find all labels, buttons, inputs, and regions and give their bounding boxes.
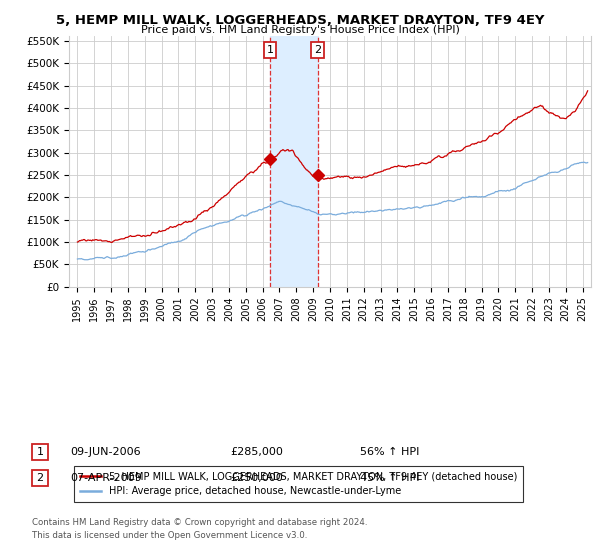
Bar [32, 470, 48, 486]
Text: 56% ↑ HPI: 56% ↑ HPI [360, 447, 419, 457]
Text: 09-JUN-2006: 09-JUN-2006 [70, 447, 140, 457]
Text: 1: 1 [37, 447, 44, 457]
Text: 1: 1 [266, 45, 274, 55]
Bar [32, 444, 48, 460]
Bar [270, 36, 318, 287]
Text: 07-APR-2009: 07-APR-2009 [70, 473, 142, 483]
Text: £250,000: £250,000 [230, 473, 283, 483]
Text: Price paid vs. HM Land Registry's House Price Index (HPI): Price paid vs. HM Land Registry's House … [140, 25, 460, 35]
Legend: 5, HEMP MILL WALK, LOGGERHEADS, MARKET DRAYTON, TF9 4EY (detached house), HPI: A: 5, HEMP MILL WALK, LOGGERHEADS, MARKET D… [74, 466, 523, 502]
Text: 45% ↑ HPI: 45% ↑ HPI [360, 473, 419, 483]
Text: 2: 2 [37, 473, 44, 483]
Text: £285,000: £285,000 [230, 447, 283, 457]
Text: Contains HM Land Registry data © Crown copyright and database right 2024.
This d: Contains HM Land Registry data © Crown c… [32, 518, 367, 539]
Text: 5, HEMP MILL WALK, LOGGERHEADS, MARKET DRAYTON, TF9 4EY: 5, HEMP MILL WALK, LOGGERHEADS, MARKET D… [56, 14, 544, 27]
Text: 2: 2 [314, 45, 321, 55]
